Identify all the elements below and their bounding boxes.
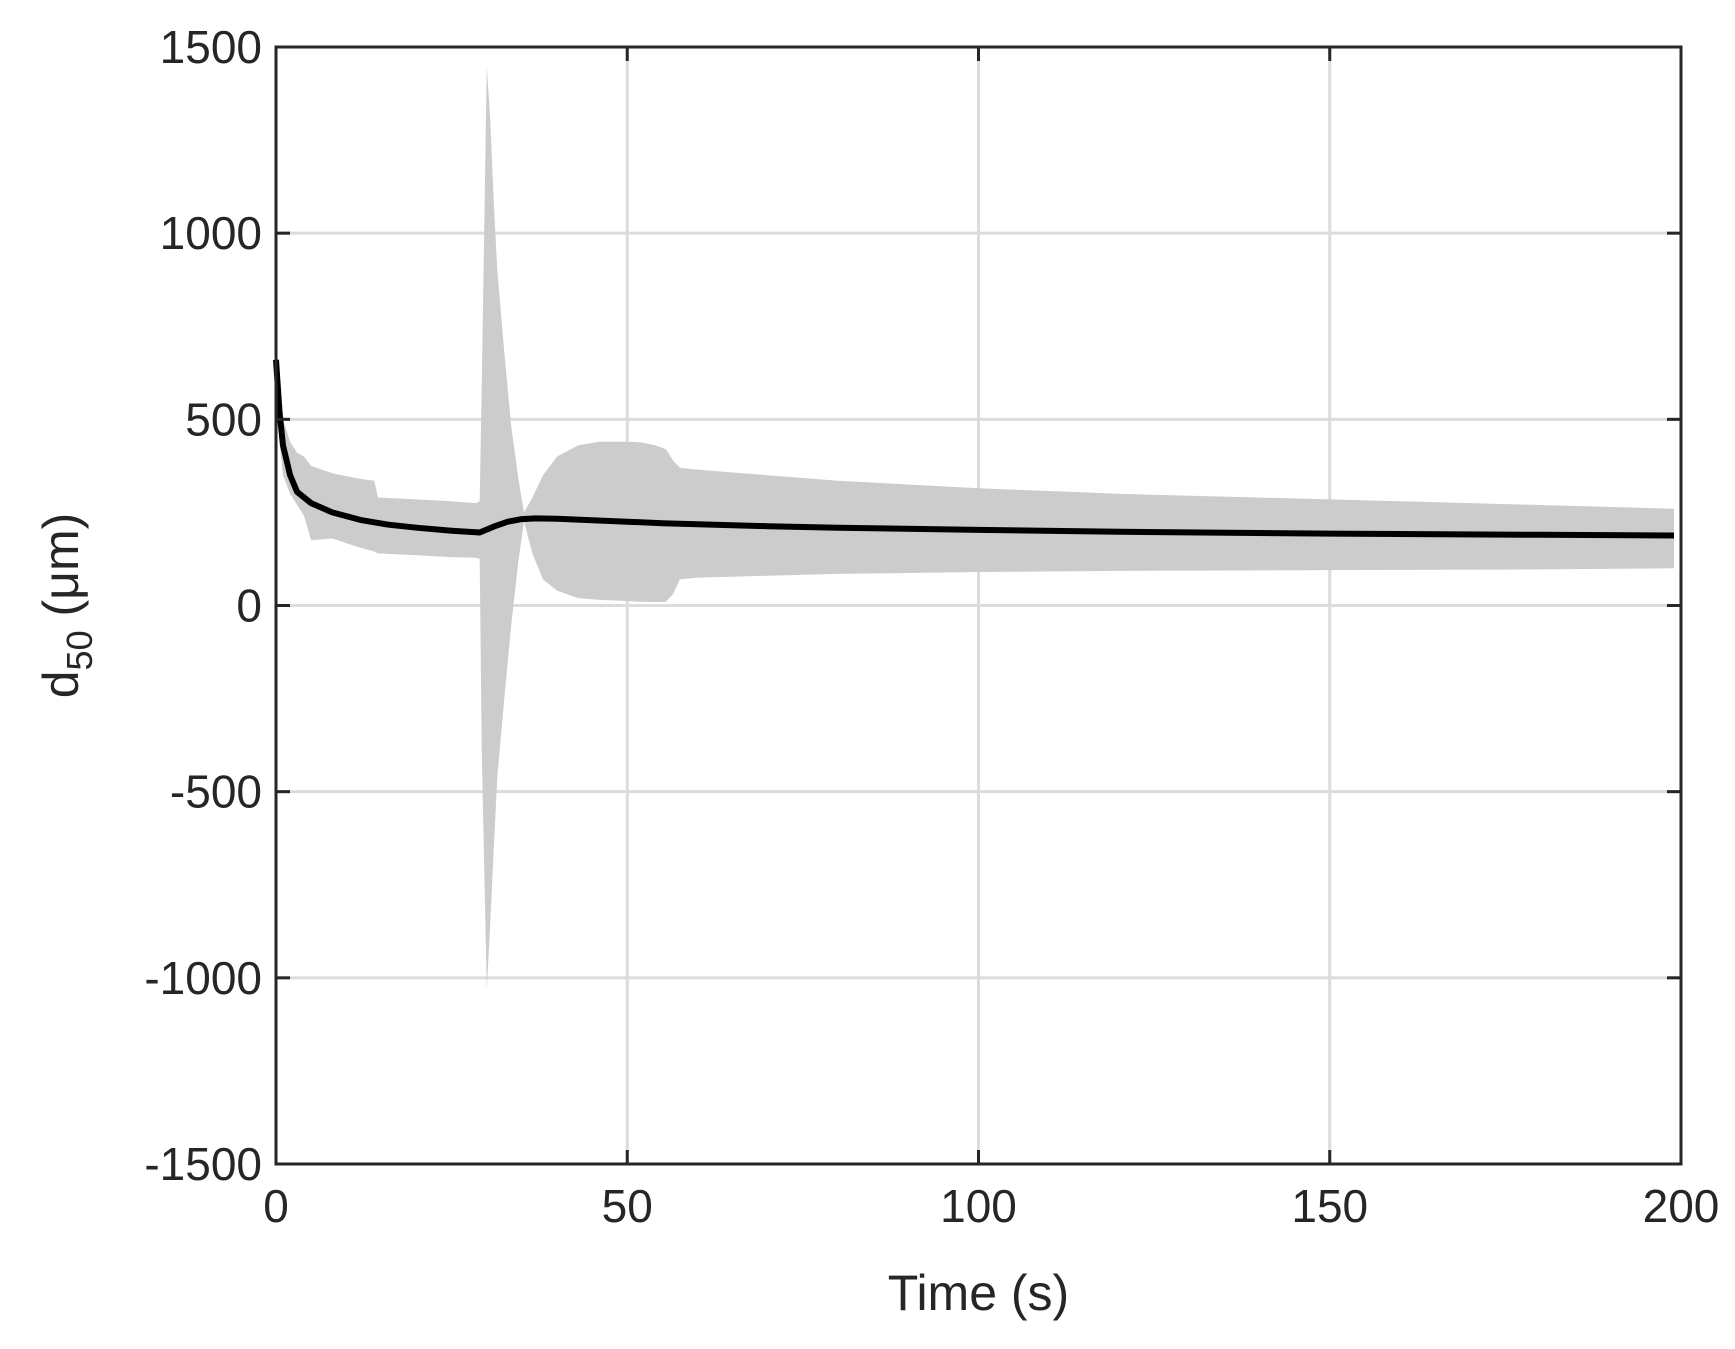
- x-tick-label: 0: [263, 1180, 289, 1232]
- y-axis-label: d50 (μm): [33, 513, 100, 699]
- y-tick-label: 500: [185, 393, 262, 445]
- x-axis-label: Time (s): [888, 1265, 1069, 1321]
- y-tick-label: -500: [170, 766, 262, 818]
- x-tick-label: 50: [602, 1180, 653, 1232]
- y-tick-label: -1000: [144, 952, 262, 1004]
- x-tick-label: 200: [1643, 1180, 1720, 1232]
- y-axis-label-base: d: [33, 670, 89, 698]
- x-tick-label: 100: [940, 1180, 1017, 1232]
- y-tick-label: -1500: [144, 1138, 262, 1190]
- x-tick-label: 150: [1291, 1180, 1368, 1232]
- y-axis-label-unit: (μm): [33, 513, 89, 631]
- y-tick-label: 1500: [160, 21, 262, 73]
- axis-ticks: [274, 45, 1683, 1166]
- y-axis-tick-labels: -1500 -1000 -500 0 500 1000 1500: [144, 21, 262, 1190]
- grid-lines: [276, 47, 1681, 1164]
- mean-line: [273, 359, 1675, 539]
- y-axis-label-subscript: 50: [59, 630, 100, 670]
- y-tick-label: 0: [236, 580, 262, 632]
- x-axis-tick-labels: 0 50 100 150 200: [263, 1180, 1719, 1232]
- mean-line-layer: [273, 359, 1675, 539]
- y-tick-label: 1000: [160, 207, 262, 259]
